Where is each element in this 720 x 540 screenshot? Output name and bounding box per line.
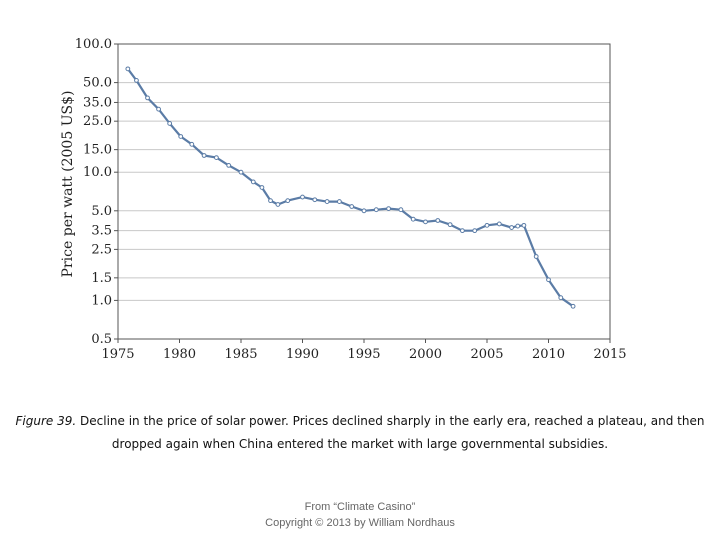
y-axis-title: Price per watt (2005 US$)	[60, 91, 76, 278]
data-point	[189, 141, 195, 147]
data-point	[134, 78, 139, 83]
copyright-notice: Copyright © 2013 by William Nordhaus	[265, 517, 455, 529]
data-point	[300, 194, 305, 200]
data-point	[558, 295, 564, 301]
x-tick-label: 2000	[409, 347, 442, 362]
series-line	[126, 67, 575, 308]
data-point	[201, 153, 207, 158]
data-point	[447, 222, 453, 228]
x-tick-label: 1990	[286, 347, 319, 362]
data-point	[386, 206, 392, 212]
y-tick-label: 15.0	[83, 143, 112, 158]
y-tick-label: 1.5	[91, 271, 112, 286]
plot-frame	[117, 43, 611, 340]
x-tick-label: 1995	[347, 347, 380, 362]
y-tick-label: 100.0	[75, 37, 112, 52]
data-point	[460, 228, 465, 234]
x-tick-label: 1975	[101, 347, 134, 362]
series-group	[125, 66, 576, 309]
y-tick-label: 2.5	[91, 242, 112, 257]
x-tick-label: 2010	[532, 347, 565, 362]
figure-caption-line1: Figure 39. Decline in the price of solar…	[0, 414, 720, 428]
data-point	[410, 216, 416, 222]
x-tick-label: 1980	[163, 347, 196, 362]
data-point	[533, 254, 539, 259]
caption-text-1: Decline in the price of solar power. Pri…	[76, 414, 705, 428]
data-point	[521, 222, 527, 228]
y-tick-label: 50.0	[83, 76, 112, 91]
data-point	[214, 155, 219, 160]
y-tick-label: 5.0	[91, 204, 112, 219]
y-axis-ticks: 100.0 50.0 35.0 25.0 15.0 10.0 5.0 3.5 2.5 1.5 1.0…	[75, 37, 118, 347]
data-point	[167, 121, 173, 126]
data-point	[259, 185, 265, 190]
data-point	[423, 219, 428, 225]
data-point	[435, 218, 441, 223]
data-point	[361, 208, 367, 214]
figure-label: Figure 39.	[15, 414, 77, 428]
data-point	[398, 207, 404, 213]
gridlines	[118, 82, 610, 301]
data-point	[546, 277, 551, 283]
data-point	[373, 207, 379, 213]
y-tick-label: 25.0	[83, 114, 112, 129]
data-point	[156, 106, 161, 112]
data-point	[238, 169, 244, 175]
y-tick-label: 3.5	[91, 224, 112, 239]
data-point	[324, 199, 330, 204]
data-point	[250, 179, 256, 185]
data-point	[570, 303, 576, 309]
source-credit: From “Climate Casino”	[304, 501, 416, 513]
data-point	[484, 222, 490, 228]
data-point	[472, 228, 478, 234]
figure-caption-line2: dropped again when China entered the mar…	[111, 437, 609, 451]
data-point	[275, 202, 281, 207]
data-point	[349, 204, 355, 209]
data-point	[496, 221, 502, 227]
price-chart: 100.0 50.0 35.0 25.0 15.0 10.0 5.0 3.5 2.5 1.5 1.0…	[60, 37, 627, 362]
data-point	[178, 134, 184, 139]
y-tick-label: 10.0	[83, 165, 112, 180]
data-point	[312, 197, 318, 203]
data-point	[268, 198, 273, 204]
data-point	[226, 162, 232, 168]
x-tick-label: 2015	[593, 347, 626, 362]
y-tick-label: 1.0	[91, 293, 112, 308]
data-point	[337, 199, 342, 204]
data-point	[125, 66, 131, 72]
x-tick-label: 1985	[224, 347, 257, 362]
data-point	[285, 198, 291, 204]
data-point	[145, 95, 150, 101]
data-point	[509, 225, 515, 230]
x-tick-label: 2005	[470, 347, 503, 362]
data-point	[515, 223, 521, 229]
x-axis-ticks: 1975 1980 1985 1990 1995 2000 2005 2010 2015	[101, 339, 627, 362]
y-tick-label: 35.0	[83, 95, 112, 110]
y-tick-label: 0.5	[91, 332, 112, 347]
